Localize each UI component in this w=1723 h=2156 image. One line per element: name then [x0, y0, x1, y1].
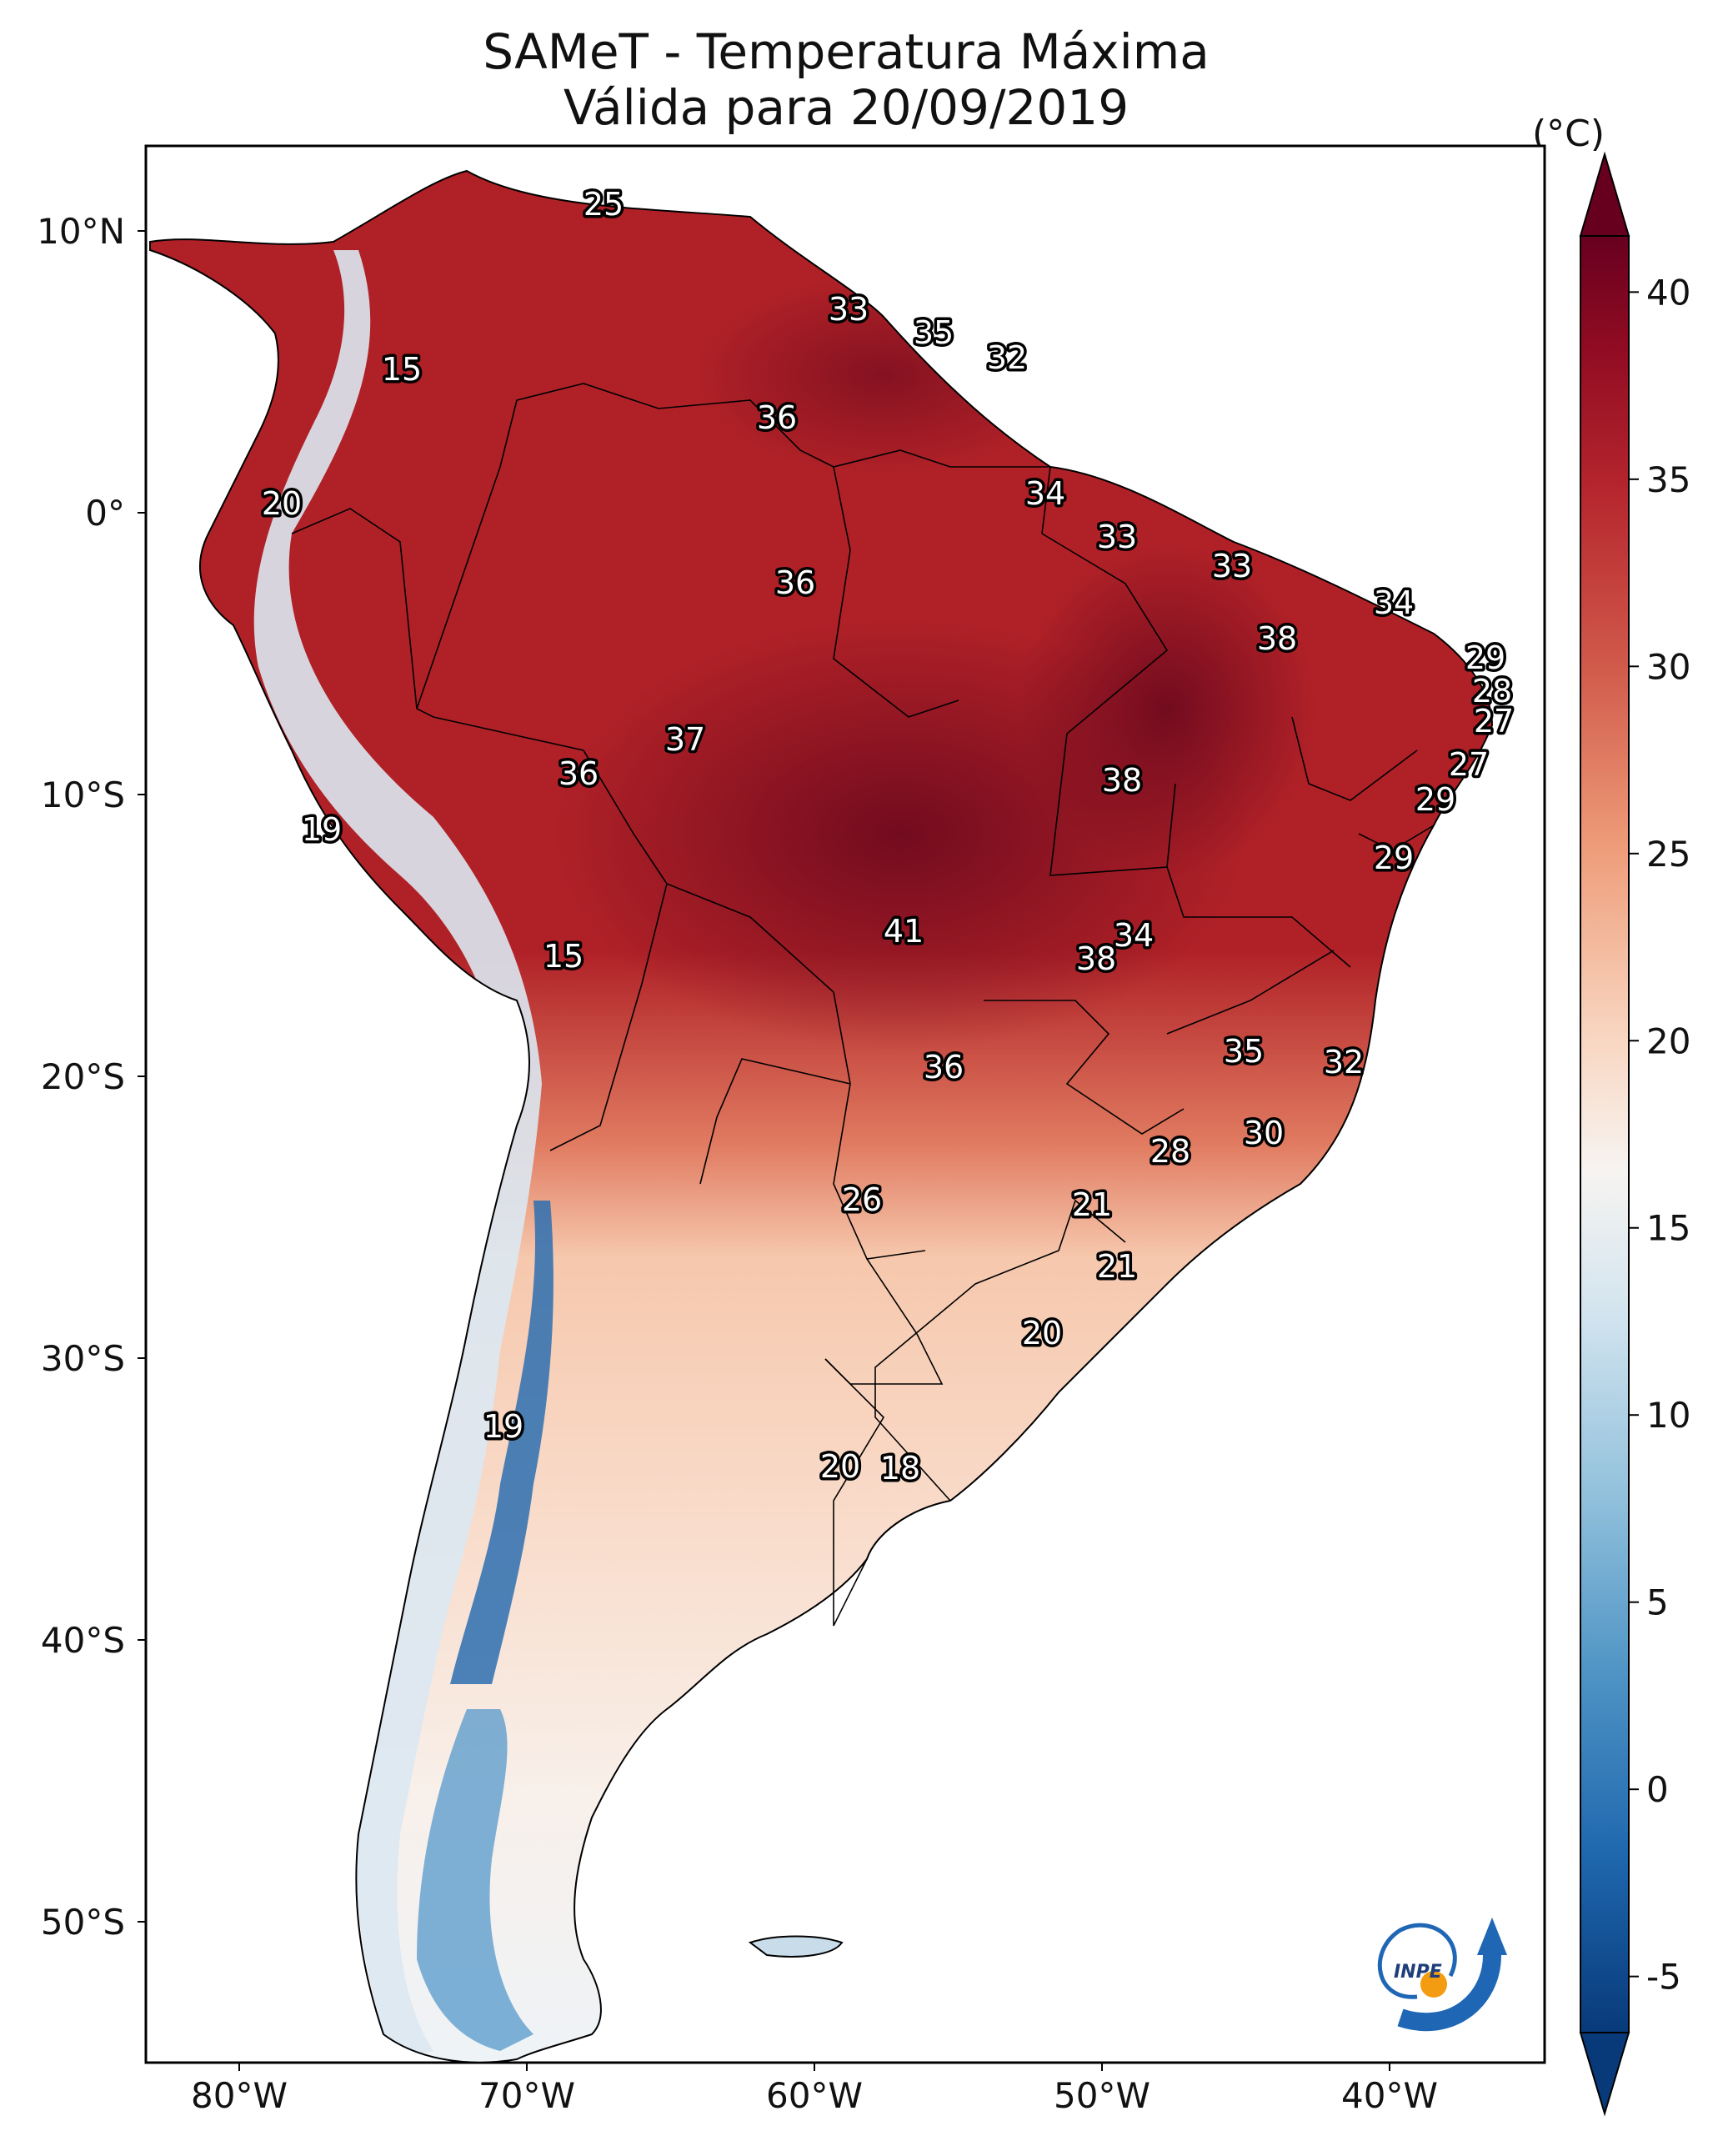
lat-tick-label: 10°S [41, 775, 125, 815]
lat-tick-label: 40°S [41, 1620, 125, 1661]
colorbar-tick-label: -5 [1646, 1957, 1681, 1998]
temperature-label: 36 [775, 564, 815, 601]
colorbar-tick-label: 30 [1646, 646, 1690, 687]
temperature-label: 35 [914, 314, 954, 351]
colorbar-tick-label: 25 [1646, 834, 1690, 875]
inpe-logo-text: INPE [1394, 1962, 1442, 1983]
lon-tick-label: 70°W [478, 2075, 575, 2116]
temperature-label: 21 [1072, 1186, 1112, 1223]
inpe-logo: INPE [1377, 1918, 1507, 2032]
temperature-label: 15 [543, 938, 584, 975]
colorbar-tick-label: 40 [1646, 272, 1690, 313]
temperature-label: 27 [1449, 746, 1489, 783]
chart-title-line1: SAMeT - Temperatura Máxima [483, 23, 1210, 80]
colorbar-tick-label: 5 [1646, 1582, 1669, 1623]
colorbar: 40 35 30 25 20 15 10 5 0 -5 [1579, 151, 1690, 2117]
lon-tick-label: 80°W [191, 2075, 288, 2116]
temperature-label: 20 [1022, 1315, 1062, 1351]
temperature-label: 33 [1212, 548, 1252, 584]
temperature-label: 34 [1114, 917, 1154, 954]
temperature-label: 25 [584, 186, 624, 223]
colorbar-tick-label: 10 [1646, 1395, 1690, 1436]
lon-tick-label: 60°W [766, 2075, 863, 2116]
coastline [149, 169, 1494, 2063]
temperature-label: 36 [558, 755, 599, 792]
colorbar-tick-label: 15 [1646, 1208, 1690, 1249]
country-borders [291, 383, 1435, 1627]
temperature-label: 34 [1025, 475, 1065, 512]
temperature-label: 38 [1102, 762, 1142, 799]
temperature-label: 18 [880, 1450, 920, 1487]
temperature-label: 33 [829, 291, 869, 328]
temperature-label: 32 [1324, 1044, 1364, 1081]
temperature-label: 41 [884, 913, 924, 950]
temperature-label: 36 [757, 399, 797, 436]
colorbar-top-arrow [1579, 151, 1630, 237]
temperature-label: 28 [1472, 673, 1512, 709]
temperature-label: 19 [483, 1408, 523, 1445]
latitude-ticks: 10°N 0° 10°S 20°S 30°S 40°S 50°S [37, 211, 146, 1943]
lon-tick-label: 50°W [1054, 2075, 1150, 2116]
temperature-label: 29 [1465, 639, 1505, 676]
temperature-label: 33 [1097, 519, 1137, 555]
temperature-label: 20 [262, 485, 302, 522]
colorbar-tick-label: 0 [1646, 1769, 1669, 1810]
temperature-label: 32 [987, 339, 1027, 376]
temperature-label: 38 [1257, 620, 1297, 657]
temperature-label: 29 [1415, 781, 1455, 818]
colorbar-tick-label: 20 [1646, 1020, 1690, 1061]
temperature-label: 20 [820, 1448, 860, 1485]
lat-tick-label: 20°S [41, 1056, 125, 1097]
temperature-label: 21 [1097, 1248, 1137, 1285]
lat-tick-label: 30°S [41, 1338, 125, 1379]
longitude-ticks: 80°W 70°W 60°W 50°W 40°W [191, 2063, 1438, 2116]
falkland-islands [748, 1935, 844, 1958]
temperature-label: 38 [1076, 940, 1116, 977]
lat-tick-label: 50°S [41, 1902, 125, 1943]
temperature-label: 30 [1244, 1115, 1284, 1151]
temperature-label: 36 [924, 1049, 964, 1086]
temperature-label: 28 [1150, 1133, 1190, 1170]
temperature-label: 35 [1224, 1033, 1264, 1070]
temperature-label: 15 [382, 351, 422, 388]
temperature-label: 26 [842, 1181, 882, 1218]
temperature-label: 27 [1474, 703, 1514, 740]
temperature-label: 37 [665, 721, 705, 758]
lat-tick-label: 0° [85, 493, 125, 534]
temperature-label: 19 [302, 811, 342, 848]
temperature-label: 29 [1374, 840, 1414, 876]
colorbar-bottom-arrow [1579, 2032, 1630, 2117]
chart-title-line2: Válida para 20/09/2019 [563, 79, 1129, 136]
temperature-label: 34 [1374, 584, 1414, 621]
colorbar-tick-label: 35 [1646, 459, 1690, 500]
lon-tick-label: 40°W [1341, 2075, 1438, 2116]
lat-tick-label: 10°N [37, 211, 125, 252]
